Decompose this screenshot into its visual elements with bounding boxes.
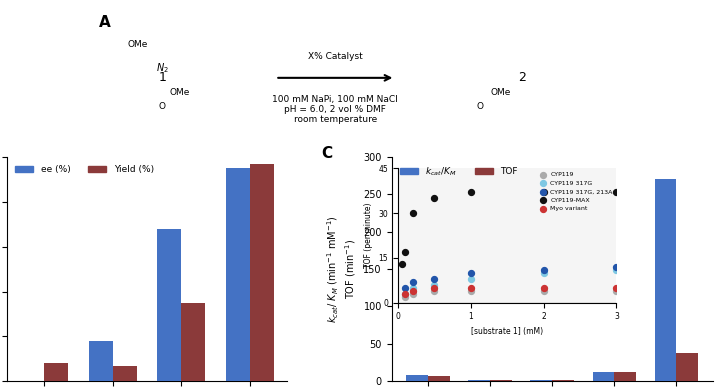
Text: X% Catalyst: X% Catalyst — [308, 52, 363, 61]
Bar — [677, 353, 698, 381]
Text: 100 mM NaPi, 100 mM NaCl
pH = 6.0, 2 vol % DMF
room temperature: 100 mM NaPi, 100 mM NaCl pH = 6.0, 2 vol… — [272, 95, 398, 124]
Text: O: O — [477, 102, 483, 111]
Text: 2: 2 — [518, 71, 526, 84]
Text: C: C — [321, 146, 332, 161]
Bar — [44, 363, 68, 381]
Text: $N_2$: $N_2$ — [156, 61, 169, 75]
Bar — [181, 303, 205, 381]
Y-axis label: $k_{cat}$/ $K_M$ (min$^{-1}$ mM$^{-1}$)
TOF (min$^{-1}$): $k_{cat}$/ $K_M$ (min$^{-1}$ mM$^{-1}$) … — [325, 215, 358, 323]
Legend: ee (%), Yield (%): ee (%), Yield (%) — [12, 161, 158, 178]
Bar — [614, 372, 636, 381]
Bar — [406, 375, 428, 381]
Bar — [593, 371, 614, 381]
Bar — [250, 164, 274, 381]
Text: O: O — [159, 102, 166, 111]
Bar — [531, 380, 552, 381]
Bar — [226, 168, 250, 381]
Bar — [157, 229, 181, 381]
Bar — [428, 376, 450, 381]
Bar — [89, 341, 112, 381]
Text: OMe: OMe — [170, 88, 190, 96]
Text: A: A — [99, 15, 111, 30]
Bar — [112, 366, 137, 381]
Text: OMe: OMe — [127, 40, 148, 49]
Bar — [654, 179, 677, 381]
Legend: $k_{cat}$/$K_M$, TOF: $k_{cat}$/$K_M$, TOF — [396, 161, 521, 181]
Text: OMe: OMe — [491, 88, 511, 96]
Bar — [490, 380, 512, 381]
Bar — [552, 380, 574, 381]
Bar — [468, 380, 490, 381]
Text: 1: 1 — [158, 71, 166, 84]
